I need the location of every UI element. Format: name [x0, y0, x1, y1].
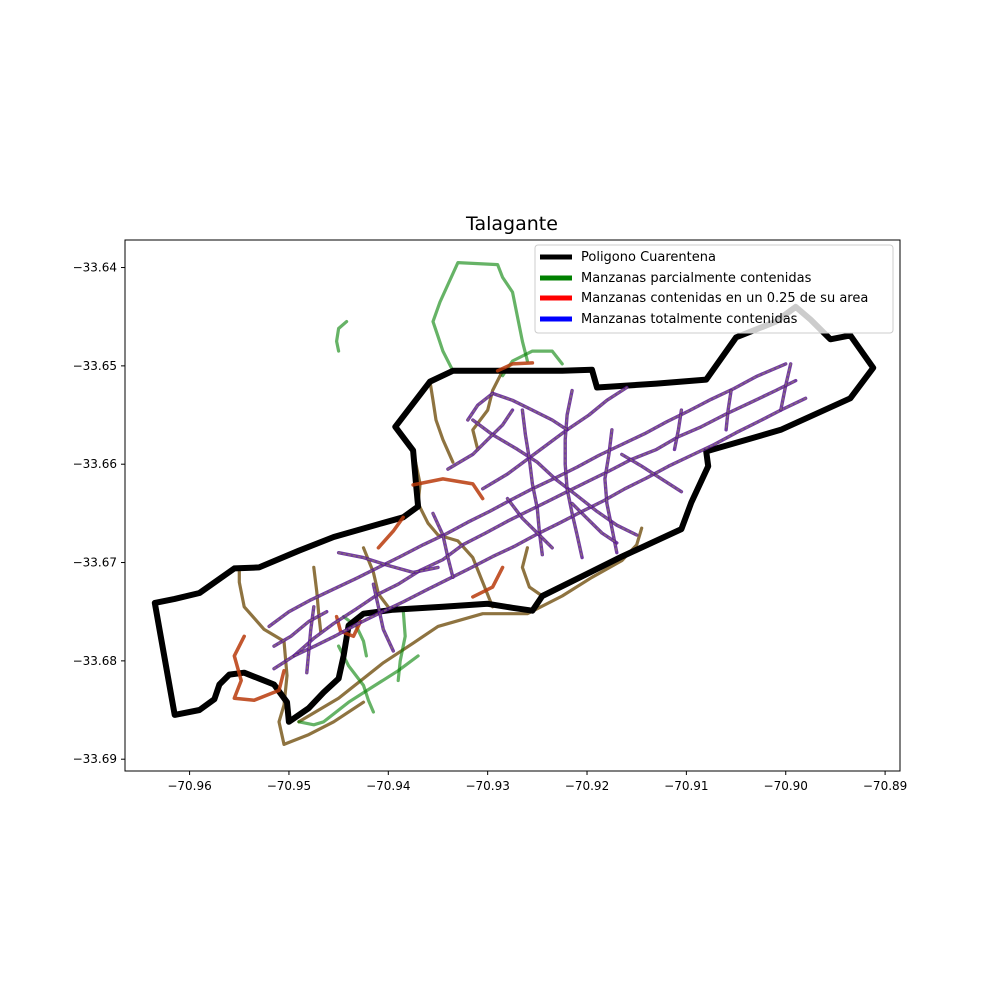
- contained-block-15-stroke-1: [725, 389, 732, 431]
- contained-block-13-stroke-1: [337, 552, 439, 574]
- y-tick-label-1: −33.65: [73, 359, 117, 373]
- legend-label-partial: Manzanas parcialmente contenidas: [581, 271, 812, 286]
- x-tick-label-7: −70.89: [863, 779, 907, 793]
- contained-block-21-stroke-1: [467, 392, 494, 421]
- contained-block-10-stroke-1: [432, 512, 454, 578]
- legend-label-quarter: Manzanas contenidas en un 0.25 de su are…: [581, 291, 868, 306]
- contained-block-5-stroke-1: [521, 409, 543, 556]
- legend-label-polygon: Poligono Cuarentena: [581, 250, 716, 265]
- contained-block-7-stroke-1: [604, 429, 618, 554]
- x-tick-label-5: −70.91: [664, 779, 708, 793]
- y-tick-label-0: −33.64: [73, 261, 117, 275]
- plot-area-frame: [124, 239, 901, 772]
- contained-block-19-stroke-1: [571, 502, 618, 544]
- quarter-block-0: [232, 634, 286, 702]
- quarter-block-3: [495, 361, 535, 373]
- y-axis: −33.64 −33.65 −33.66 −33.67 −33.68 −33.69: [73, 261, 125, 766]
- contained-block-8-stroke-1: [491, 392, 568, 431]
- contained-block-16-stroke-1: [780, 363, 792, 411]
- partial-block-6: [396, 608, 407, 683]
- legend-label-contained: Manzanas totalmente contenidas: [581, 312, 798, 327]
- contained-block-20-stroke-1: [273, 611, 328, 647]
- contained-block-17-stroke-1: [621, 453, 683, 493]
- partial-block-2: [335, 320, 349, 353]
- contained-block-6-stroke-1: [564, 389, 583, 559]
- x-tick-label-2: −70.94: [366, 779, 410, 793]
- contained-block-11-stroke-1: [372, 583, 394, 652]
- x-axis: −70.96 −70.95 −70.94 −70.93 −70.92 −70.91 −70.…: [167, 771, 907, 793]
- peripheral-block-6: [520, 546, 544, 598]
- peripheral-block-7: [471, 369, 505, 451]
- legend: Poligono Cuarentena Manzanas parcialment…: [534, 244, 894, 334]
- quarter-block-2: [411, 477, 485, 501]
- quarter-block-5: [376, 515, 405, 550]
- chart-title: Talagante: [465, 213, 558, 235]
- contained-block-18-stroke-1: [506, 497, 553, 549]
- legend-frame: [534, 244, 894, 334]
- contained-block-1-stroke-1: [268, 363, 787, 628]
- x-tick-label-6: −70.90: [764, 779, 808, 793]
- partial-block-0: [431, 261, 530, 373]
- contained-block-4-stroke-1: [482, 386, 628, 490]
- quarter-blocks-layer: [232, 361, 535, 702]
- contained-blocks-layer: [267, 362, 808, 675]
- y-tick-label-3: −33.67: [73, 556, 117, 570]
- y-tick-label-5: −33.69: [73, 752, 117, 766]
- y-tick-label-4: −33.68: [73, 654, 117, 668]
- quarter-block-1: [334, 614, 363, 639]
- peripheral-block-5: [312, 565, 323, 634]
- peripheral-block-0: [237, 566, 366, 747]
- quarantine-polygon-layer: [151, 303, 877, 725]
- map-layers: [151, 261, 877, 747]
- peripheral-block-3: [428, 380, 455, 464]
- quarter-block-4: [471, 565, 505, 599]
- x-tick-label-4: −70.92: [565, 779, 609, 793]
- y-tick-label-2: −33.66: [73, 457, 117, 471]
- x-tick-label-0: −70.96: [167, 779, 211, 793]
- x-tick-label-3: −70.93: [465, 779, 509, 793]
- contained-block-9-stroke-1: [447, 409, 514, 470]
- quarantine-polygon: [151, 303, 877, 725]
- contained-block-14-stroke-1: [673, 409, 683, 451]
- x-tick-label-1: −70.95: [267, 779, 311, 793]
